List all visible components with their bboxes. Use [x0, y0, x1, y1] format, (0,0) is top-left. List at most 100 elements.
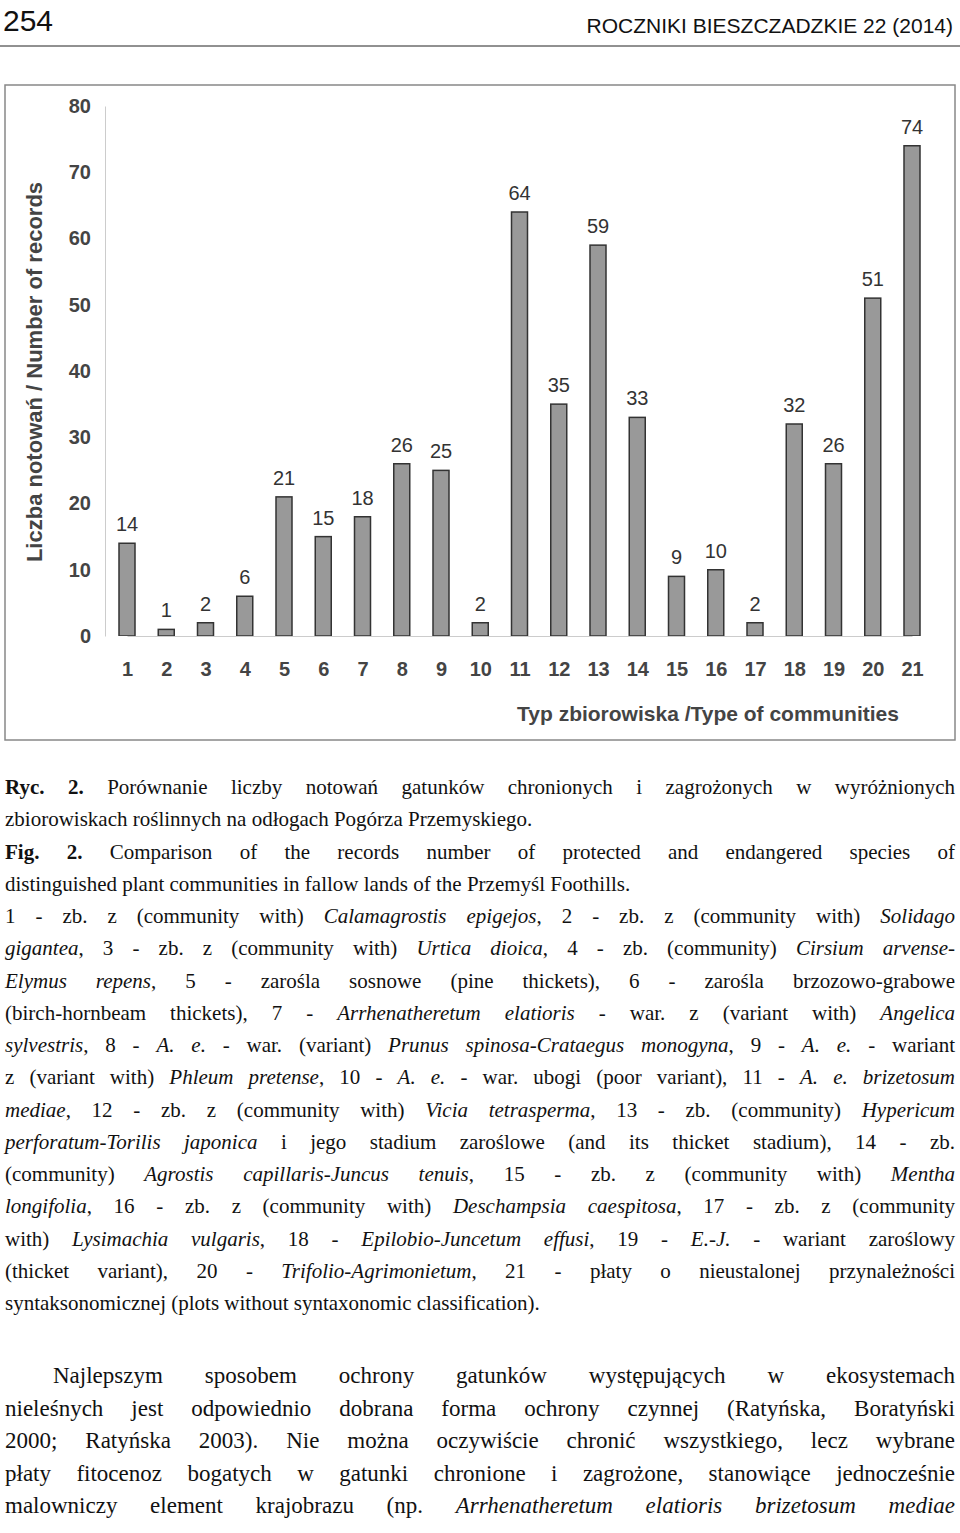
caption-line: z (variant with) Phleum pretense, 10 - A… [5, 1063, 955, 1091]
body-line: Najlepszym sposobem ochrony gatunków wys… [53, 1361, 955, 1391]
x-tick-label: 16 [705, 658, 727, 680]
x-axis-line [128, 636, 913, 637]
y-tick-label: 10 [69, 559, 91, 581]
text-run: mediae [5, 1098, 66, 1122]
bar [198, 623, 214, 636]
bar [590, 245, 606, 636]
x-tick: 7 [357, 636, 368, 680]
data-label: 33 [626, 387, 648, 409]
bar [394, 464, 410, 636]
text-run: Fig. 2. [5, 840, 82, 864]
bar [158, 629, 174, 636]
x-tick-label: 9 [436, 658, 447, 680]
data-label: 15 [312, 507, 334, 529]
bar [355, 517, 371, 636]
text-run: , 8 - [83, 1033, 156, 1057]
text-run: 1 - zb. z (community with) [5, 904, 324, 928]
y-tick-label: 20 [69, 492, 91, 514]
caption-line: Elymus repens, 5 - zarośla sosnowe (pine… [5, 967, 955, 995]
text-run: Angelica [880, 1001, 955, 1025]
text-run: (thicket variant), 20 - [5, 1259, 281, 1283]
text-run: Hypericum [862, 1098, 955, 1122]
page-number: 254 [3, 4, 53, 37]
y-tick: 70 [69, 161, 105, 183]
caption-line: syntaksonomicznej (plots without syntaxo… [5, 1289, 955, 1317]
text-run: , 3 - zb. z (community with) [79, 936, 417, 960]
x-tick-label: 11 [509, 658, 530, 680]
data-label: 32 [783, 394, 805, 416]
y-axis-line [105, 107, 106, 637]
bar [786, 424, 802, 636]
text-run: Agrostis capillaris-Juncus tenuis [144, 1162, 468, 1186]
data-label: 21 [273, 467, 295, 489]
text-run: A. e. [156, 1033, 205, 1057]
data-label: 14 [116, 513, 138, 535]
x-tick: 19 [823, 636, 845, 680]
y-axis: 01020304050607080 [69, 95, 106, 647]
bar [119, 543, 135, 636]
text-run: Urtica dioica [416, 936, 542, 960]
x-tick: 10 [470, 636, 492, 680]
x-tick: 17 [744, 636, 766, 680]
caption-line: mediae, 12 - zb. z (community with) Vici… [5, 1096, 955, 1124]
x-tick: 21 [901, 636, 923, 680]
y-tick: 40 [69, 360, 105, 382]
bar [315, 537, 331, 636]
caption-line: (community) Agrostis capillaris-Juncus t… [5, 1160, 955, 1188]
bar [472, 623, 488, 636]
y-tick-label: 40 [69, 360, 91, 382]
text-run: , 18 - [260, 1227, 361, 1251]
text-run: i jego stadium zaroślowe (and its thicke… [258, 1130, 955, 1154]
text-run: (birch-hornbeam thickets), 7 - [5, 1001, 337, 1025]
text-run: A. e. brizetosum [800, 1065, 955, 1089]
y-tick: 10 [69, 559, 105, 581]
text-run: Calamagrostis epigejos [324, 904, 537, 928]
text-run: , 4 - zb. (community) [543, 936, 796, 960]
x-tick-label: 8 [397, 658, 408, 680]
data-label: 59 [587, 215, 609, 237]
x-tick: 13 [587, 636, 609, 680]
x-tick-label: 20 [862, 658, 884, 680]
body-line: 2000; Ratyńska 2003). Nie można oczywiśc… [5, 1426, 955, 1456]
x-tick: 18 [784, 636, 806, 680]
y-tick-label: 50 [69, 294, 91, 316]
x-tick-label: 4 [240, 658, 252, 680]
text-run: , 17 - zb. z (community [676, 1194, 955, 1218]
caption-line: distinguished plant communities in fallo… [5, 870, 955, 898]
x-tick: 9 [436, 636, 447, 680]
body-line: płaty fitocenoz bogatych w gatunki chron… [5, 1459, 955, 1489]
x-tick: 8 [397, 636, 408, 680]
y-tick-label: 0 [80, 625, 91, 647]
text-run: Vicia tetrasperma [425, 1098, 590, 1122]
text-run: (community) [5, 1162, 144, 1186]
y-tick: 60 [69, 227, 105, 249]
text-run: A. e. [398, 1065, 446, 1089]
chart-frame [5, 85, 955, 740]
x-tick: 1 [122, 636, 133, 680]
x-tick: 12 [548, 636, 570, 680]
text-run: malowniczy element krajobrazu (np. [5, 1493, 456, 1518]
text-run: , 19 - [589, 1227, 690, 1251]
x-tick: 5 [279, 636, 290, 680]
text-run: Deschampsia caespitosa [453, 1194, 676, 1218]
text-run: , 2 - zb. z (community with) [536, 904, 880, 928]
x-axis: 123456789101112131415161718192021 [122, 636, 924, 680]
text-run: A. e. [802, 1033, 851, 1057]
data-label: 18 [351, 487, 373, 509]
data-label: 2 [749, 593, 760, 615]
caption-line: longifolia, 16 - zb. z (community with) … [5, 1192, 955, 1220]
y-tick-label: 30 [69, 426, 91, 448]
text-run: - war. ubogi (poor variant), 11 - [445, 1065, 800, 1089]
y-tick-label: 70 [69, 161, 91, 183]
x-tick-label: 15 [666, 658, 688, 680]
text-run: longifolia [5, 1194, 87, 1218]
text-run: Prunus spinosa-Crataegus monogyna [388, 1033, 729, 1057]
y-tick: 20 [69, 492, 105, 514]
journal-title: ROCZNIKI BIESZCZADZKIE 22 (2014) [587, 14, 953, 37]
caption-line: with) Lysimachia vulgaris, 18 - Epilobio… [5, 1225, 955, 1253]
text-run: z (variant with) [5, 1065, 169, 1089]
x-tick: 16 [705, 636, 727, 680]
text-run: - wariant zaroślowy [730, 1227, 955, 1251]
data-label: 2 [200, 593, 211, 615]
text-run: Elymus repens [5, 969, 151, 993]
